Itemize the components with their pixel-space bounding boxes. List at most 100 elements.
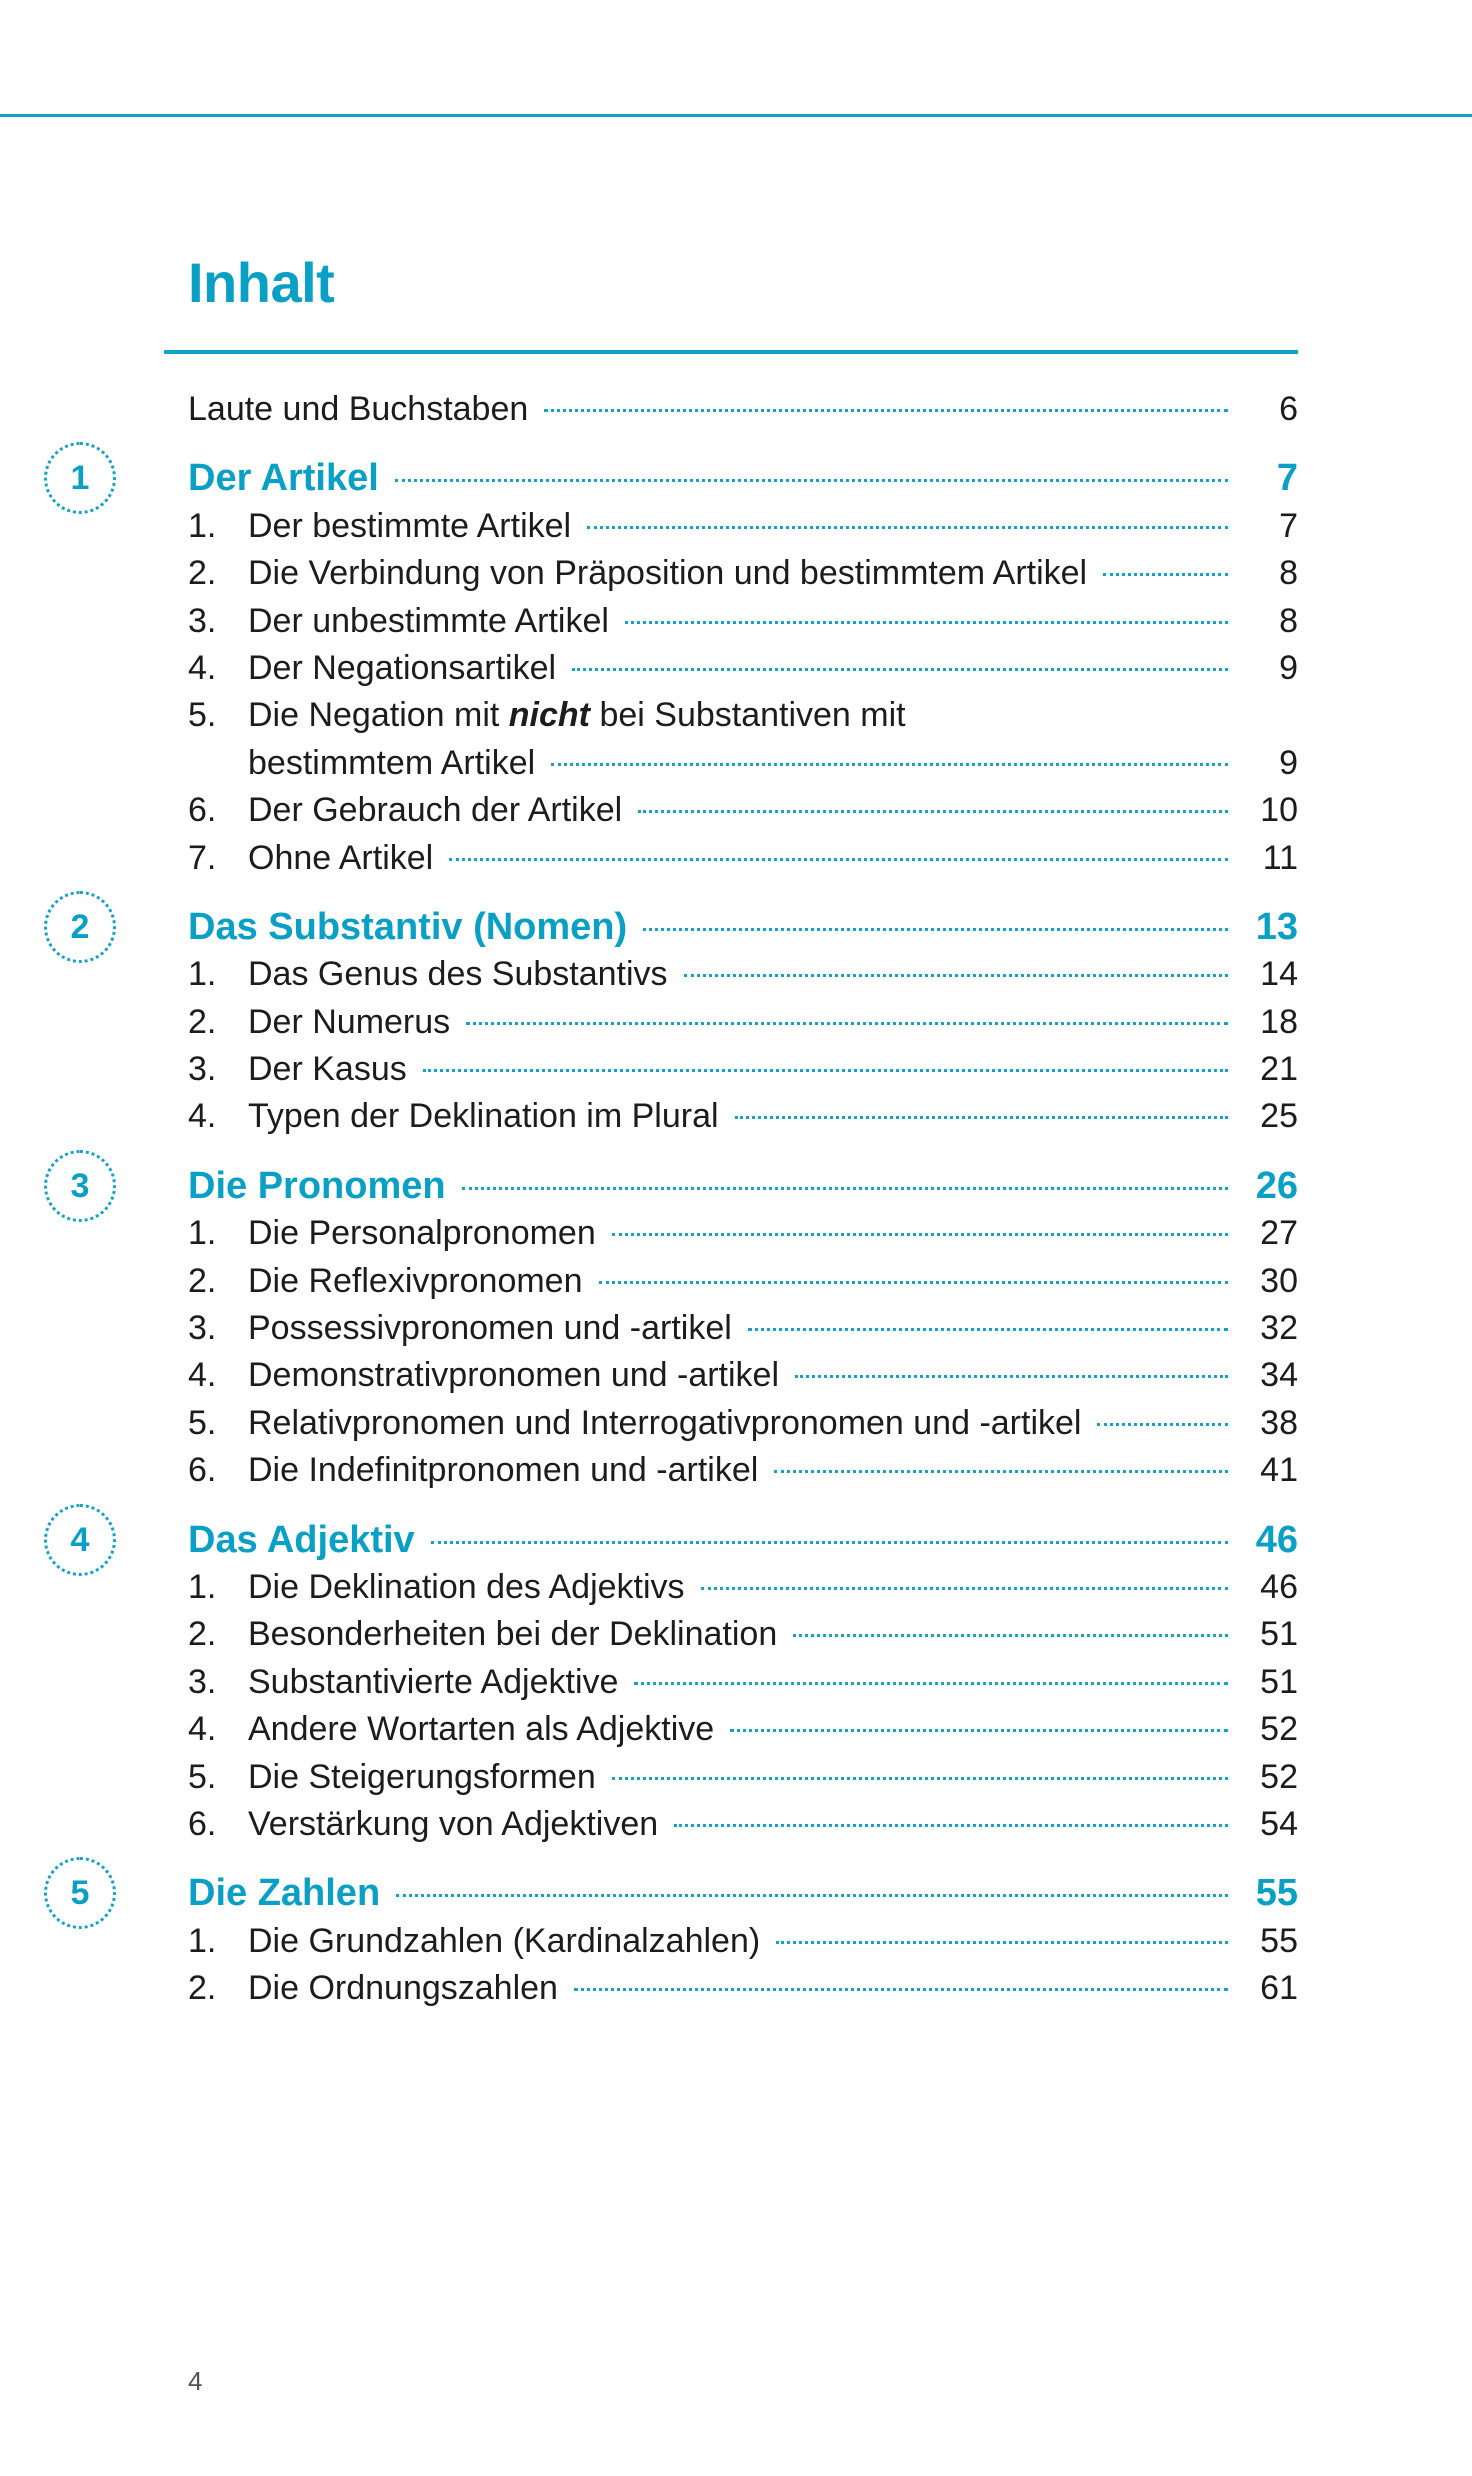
dot-leader <box>674 1823 1228 1827</box>
entry-title: Die Deklination des Adjektivs <box>248 1567 685 1606</box>
item-number: 2. <box>188 554 217 593</box>
table-of-contents: Laute und Buchstaben 6 Der Artikel 7 1 1. Der … <box>44 386 1298 2013</box>
page-number-ref: 9 <box>1279 743 1298 782</box>
toc-entry[interactable]: 2. Die Reflexivpronomen 30 <box>188 1258 1298 1305</box>
chapter-number-badge: 2 <box>44 890 116 963</box>
item-number: 6. <box>188 791 217 830</box>
entry-title: Laute und Buchstaben <box>188 390 529 428</box>
section-heading[interactable]: Der Artikel 7 1 <box>44 442 1298 515</box>
toc-entry[interactable]: 1. Die Grundzahlen (Kardinalzahlen) 55 <box>188 1918 1298 1965</box>
toc-entry[interactable]: 3. Der Kasus 21 <box>188 1046 1298 1093</box>
page-number-ref: 34 <box>1260 1356 1298 1395</box>
item-number: 2. <box>188 1615 217 1654</box>
toc-entry[interactable]: 4. Demonstrativpronomen und -artikel 34 <box>188 1352 1298 1399</box>
entry-title: Substantivierte Adjektive <box>248 1662 619 1701</box>
chapter-number-badge: 1 <box>44 442 116 515</box>
entry-title: Die Personalpronomen <box>248 1214 596 1253</box>
entry-title: Der unbestimmte Artikel <box>248 601 609 640</box>
item-number: 4. <box>188 1710 217 1749</box>
entry-title: Der bestimmte Artikel <box>248 506 572 545</box>
dot-leader <box>461 1186 1228 1190</box>
entry-title-part: bei Substantiven mit <box>590 696 906 735</box>
toc-entry[interactable]: 7. Ohne Artikel 11 <box>188 835 1298 882</box>
toc-entry[interactable]: 5. Die Steigerungsformen 52 <box>188 1754 1298 1801</box>
item-number: 5. <box>188 1403 217 1442</box>
toc-entry[interactable]: 4. Der Negationsartikel 9 <box>188 645 1298 692</box>
toc-entry[interactable]: 1. Die Deklination des Adjektivs 46 <box>188 1564 1298 1611</box>
dot-leader <box>638 810 1228 814</box>
dot-leader <box>734 1116 1228 1120</box>
toc-entry[interactable]: 2. Der Numerus 18 <box>188 999 1298 1046</box>
page-number-ref: 27 <box>1260 1214 1298 1253</box>
page-number-ref: 55 <box>1255 1872 1298 1915</box>
entry-title: Typen der Deklination im Plural <box>248 1097 719 1136</box>
page-number-ref: 30 <box>1260 1261 1298 1300</box>
page-number-ref: 32 <box>1260 1309 1298 1348</box>
item-number: 4. <box>188 1356 217 1395</box>
entry-title: bestimmtem Artikel <box>248 743 536 782</box>
item-number: 2. <box>188 1261 217 1300</box>
toc-entry[interactable]: 2. Besonderheiten bei der Deklination 51 <box>188 1611 1298 1658</box>
entry-title: Verstärkung von Adjektiven <box>248 1804 659 1843</box>
entry-title: Der Gebrauch der Artikel <box>248 791 623 830</box>
entry-title: Ohne Artikel <box>248 838 434 877</box>
toc-entry[interactable]: 3. Der unbestimmte Artikel 8 <box>188 598 1298 645</box>
toc-entry[interactable]: 1. Das Genus des Substantivs 14 <box>188 951 1298 998</box>
section-heading[interactable]: Die Pronomen 26 3 <box>44 1149 1298 1222</box>
toc-entry[interactable]: 6. Der Gebrauch der Artikel 10 <box>188 787 1298 834</box>
dot-leader <box>634 1681 1228 1685</box>
toc-entry[interactable]: 5. Die Negation mit nicht bei Substantive… <box>188 692 1298 739</box>
toc-entry[interactable]: 5. Relativpronomen und Interrogativpronom… <box>188 1400 1298 1447</box>
toc-entry[interactable]: 2. Die Ordnungszahlen 61 <box>188 1965 1298 2012</box>
toc-entry[interactable]: 4. Andere Wortarten als Adjektive 52 <box>188 1706 1298 1753</box>
toc-entry[interactable]: 2. Die Verbindung von Präposition und bes… <box>188 550 1298 597</box>
page-number-ref: 52 <box>1260 1710 1298 1749</box>
page-title: Inhalt <box>188 251 335 314</box>
dot-leader <box>700 1586 1228 1590</box>
dot-leader <box>396 1894 1228 1898</box>
toc-entry[interactable]: 4. Typen der Deklination im Plural 25 <box>188 1093 1298 1140</box>
entry-title: Die Verbindung von Präposition und besti… <box>248 554 1088 593</box>
item-number: 5. <box>188 696 217 735</box>
entry-title: Die Grundzahlen (Kardinalzahlen) <box>248 1921 761 1960</box>
dot-leader <box>422 1069 1228 1073</box>
item-number: 3. <box>188 1050 217 1089</box>
toc-entry[interactable]: 1. Der bestimmte Artikel 7 <box>188 503 1298 550</box>
item-number: 1. <box>188 955 217 994</box>
chapter-number-badge: 3 <box>44 1149 116 1222</box>
dot-leader <box>624 620 1228 624</box>
dot-leader <box>730 1729 1228 1733</box>
toc-entry-intro[interactable]: Laute und Buchstaben 6 <box>188 386 1298 433</box>
dot-leader <box>774 1470 1228 1474</box>
dot-leader <box>430 1540 1228 1544</box>
page-number-ref: 11 <box>1262 838 1298 877</box>
toc-entry-continued[interactable]: bestimmtem Artikel 9 <box>188 740 1298 787</box>
toc-entry[interactable]: 6. Die Indefinitpronomen und -artikel 41 <box>188 1447 1298 1494</box>
toc-entry[interactable]: 3. Possessivpronomen und -artikel 32 <box>188 1305 1298 1352</box>
page-number-ref: 46 <box>1260 1567 1298 1606</box>
toc-entry[interactable]: 1. Die Personalpronomen 27 <box>188 1210 1298 1257</box>
page-number-ref: 14 <box>1260 955 1298 994</box>
emphasized-word: nicht <box>508 696 590 735</box>
page-number-ref: 61 <box>1260 1969 1298 2008</box>
item-number: 4. <box>188 648 217 687</box>
toc-entry[interactable]: 6. Verstärkung von Adjektiven 54 <box>188 1801 1298 1848</box>
page-number-ref: 18 <box>1260 1002 1298 1041</box>
dot-leader <box>611 1776 1228 1780</box>
page-number-ref: 7 <box>1279 506 1298 545</box>
page-number-ref: 38 <box>1260 1403 1298 1442</box>
entry-title: Relativpronomen und Interrogativpronomen… <box>248 1403 1082 1442</box>
toc-entry[interactable]: 3. Substantivierte Adjektive 51 <box>188 1659 1298 1706</box>
entry-title-part: Die Negation mit <box>248 696 509 735</box>
entry-title: Die Indefinitpronomen und -artikel <box>248 1451 759 1490</box>
page-number-ref: 46 <box>1255 1518 1298 1561</box>
section-heading[interactable]: Das Adjektiv 46 4 <box>44 1503 1298 1576</box>
page-number-ref: 41 <box>1260 1451 1298 1490</box>
entry-title: Die Ordnungszahlen <box>248 1969 558 2008</box>
chapter-number-badge: 5 <box>44 1857 116 1930</box>
section-heading[interactable]: Das Substantiv (Nomen) 13 2 <box>44 890 1298 963</box>
dot-leader <box>551 762 1228 766</box>
section-heading[interactable]: Die Zahlen 55 5 <box>44 1857 1298 1930</box>
dot-leader <box>643 927 1228 931</box>
item-number: 6. <box>188 1451 217 1490</box>
